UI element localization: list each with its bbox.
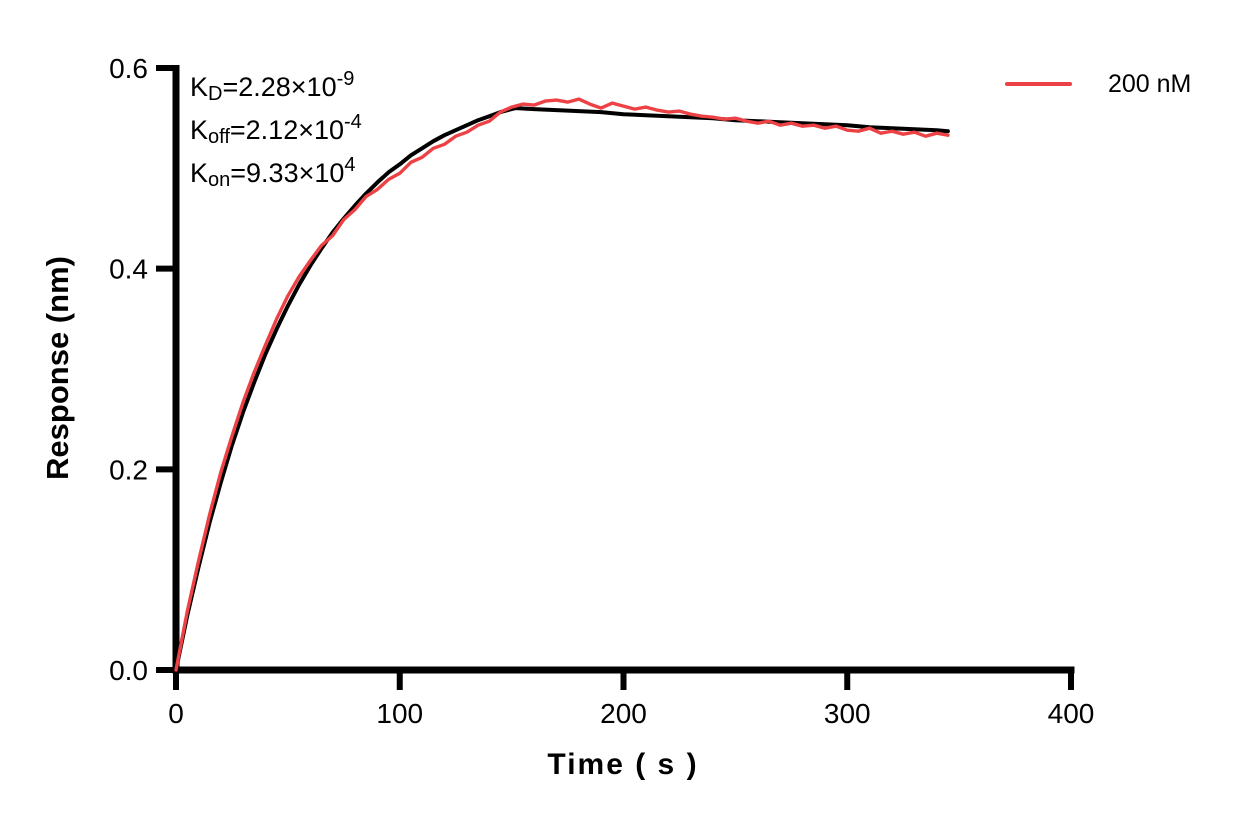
constant-symbol: K — [190, 72, 209, 102]
constant-exponent: -4 — [344, 111, 362, 133]
constant-subscript: off — [208, 126, 230, 148]
y-tick-label: 0.6 — [109, 53, 148, 84]
constant-value: =9.33×10 — [230, 158, 345, 188]
constant-subscript: D — [208, 83, 223, 105]
x-tick-label: 100 — [376, 698, 423, 729]
constant-subscript: on — [208, 169, 231, 191]
constant-exponent: -9 — [336, 68, 355, 90]
legend-swatch — [1005, 82, 1072, 86]
constant-symbol: K — [190, 158, 209, 188]
legend-label: 200 nM — [1108, 69, 1192, 98]
kinetics-annotation: KD=2.28×10-9 Koff=2.12×10-4 Kon=9.33×104 — [190, 66, 362, 195]
koff-annotation: Koff=2.12×10-4 — [190, 109, 362, 152]
y-axis-title: Response (nm) — [40, 256, 75, 480]
constant-symbol: K — [190, 115, 209, 145]
constant-value: =2.12×10 — [229, 115, 345, 145]
constant-value: =2.28×10 — [222, 72, 337, 102]
measured-200nM-line — [174, 97, 950, 672]
x-tick-label: 0 — [168, 698, 184, 729]
x-tick-label: 200 — [600, 698, 647, 729]
kon-annotation: Kon=9.33×104 — [190, 152, 362, 195]
legend: 200 nM — [1005, 70, 1191, 98]
kd-annotation: KD=2.28×10-9 — [190, 66, 362, 109]
x-axis-title: Time ( s ) — [547, 748, 699, 781]
y-tick-label: 0.2 — [109, 454, 148, 485]
y-tick-label: 0.0 — [109, 655, 148, 686]
constant-exponent: 4 — [344, 154, 356, 176]
y-tick-label: 0.4 — [109, 254, 148, 285]
x-tick-label: 400 — [1048, 698, 1095, 729]
x-tick-label: 300 — [824, 698, 871, 729]
